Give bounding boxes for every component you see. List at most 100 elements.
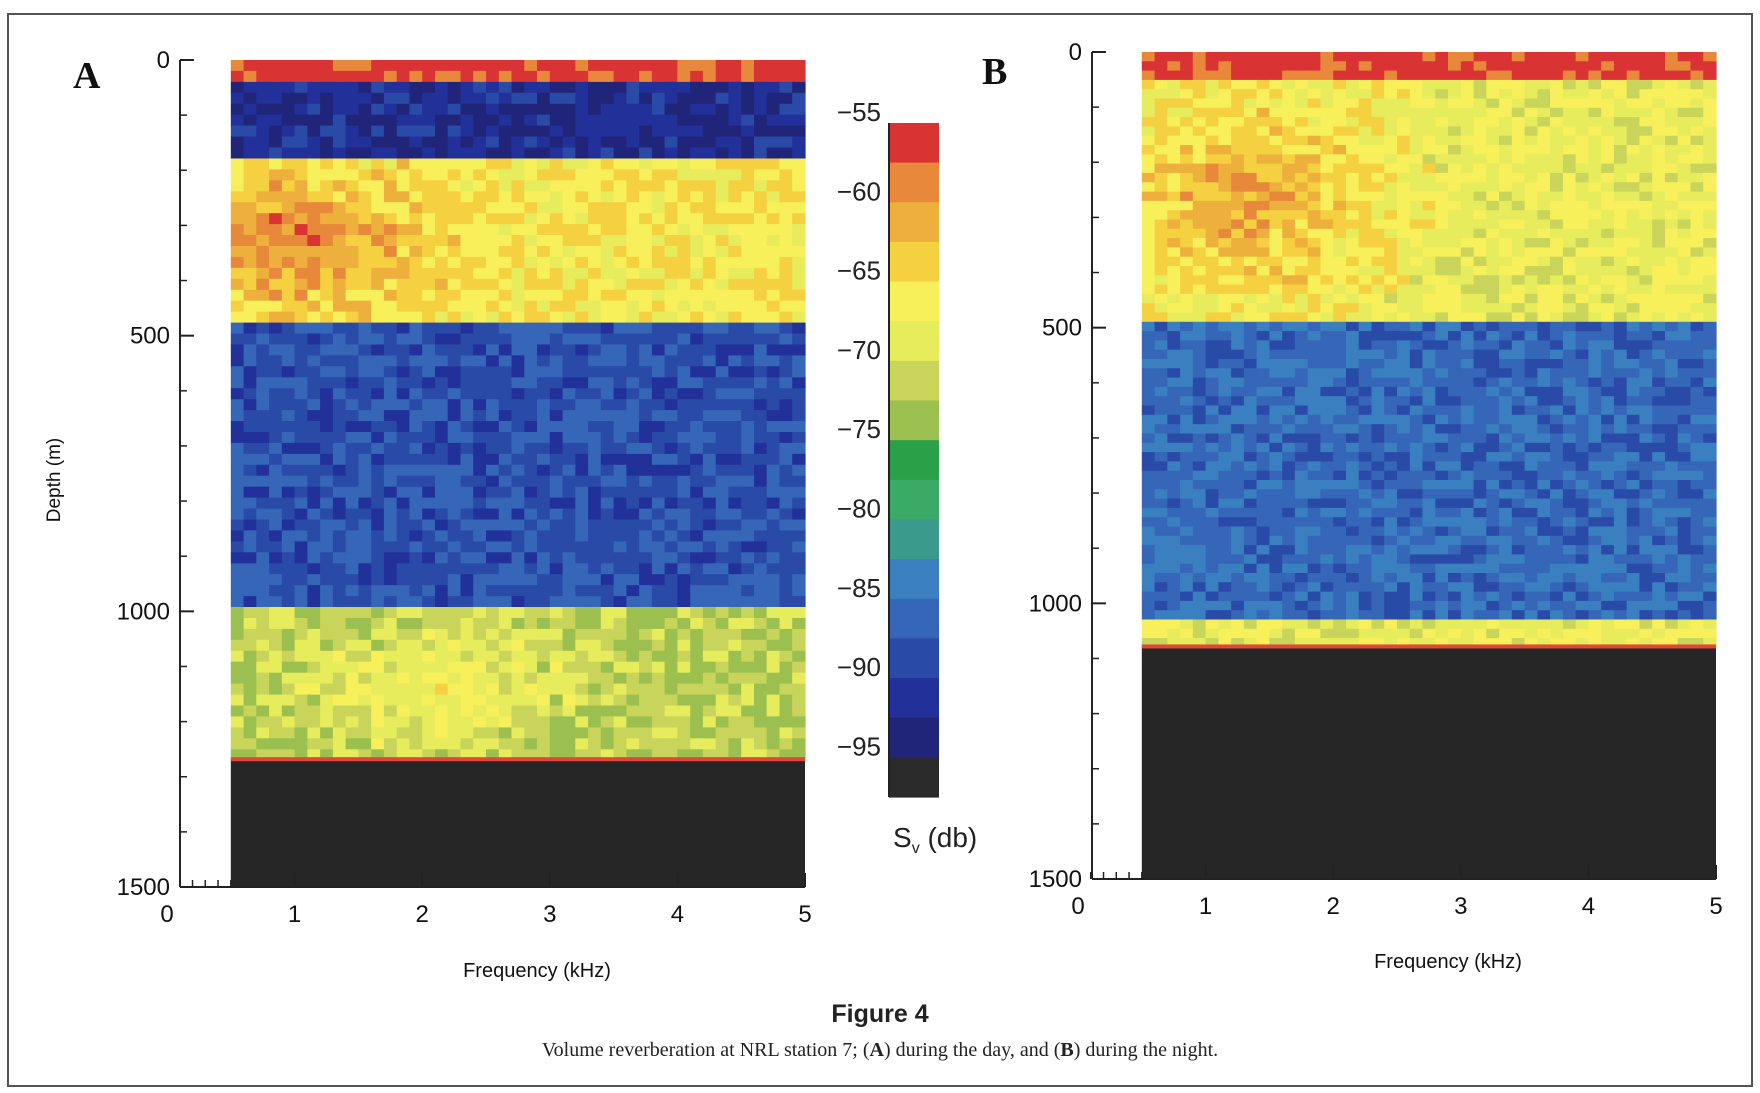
- heatmap-cell: [588, 727, 602, 739]
- heatmap-cell: [1588, 163, 1602, 174]
- heatmap-cell: [664, 421, 678, 433]
- heatmap-cell: [1333, 470, 1347, 481]
- heatmap-cell: [1333, 145, 1347, 155]
- heatmap-cell: [422, 683, 436, 696]
- heatmap-cell: [1626, 470, 1641, 481]
- frame-border: [7, 13, 1753, 1087]
- heatmap-cell: [1499, 414, 1513, 425]
- heatmap-cell: [371, 475, 385, 488]
- heatmap-cell: [1141, 424, 1156, 435]
- heatmap-cell: [613, 421, 627, 433]
- heatmap-cell: [575, 705, 589, 717]
- heatmap-cell: [269, 639, 283, 652]
- heatmap-cell: [460, 628, 474, 641]
- heatmap-cell: [447, 628, 462, 641]
- heatmap-cell: [396, 585, 411, 597]
- heatmap-cell: [1473, 266, 1487, 276]
- heatmap-cell: [626, 399, 640, 411]
- heatmap-cell: [1180, 210, 1194, 221]
- heatmap-cell: [358, 377, 372, 389]
- heatmap-cell: [1218, 470, 1232, 481]
- heatmap-cell: [1511, 135, 1526, 146]
- heatmap-cell: [396, 672, 411, 685]
- heatmap-cell: [511, 410, 525, 422]
- heatmap-cell: [741, 453, 755, 466]
- heatmap-cell: [1243, 79, 1258, 90]
- heatmap-cell: [651, 278, 666, 291]
- heatmap-cell: [1154, 433, 1168, 444]
- heatmap-cell: [473, 70, 487, 83]
- heatmap-cell: [626, 453, 640, 466]
- heatmap-cell: [1550, 349, 1564, 360]
- heatmap-cell: [396, 136, 411, 149]
- heatmap-cell: [1562, 238, 1577, 248]
- heatmap-cell: [243, 486, 257, 499]
- heatmap-cell: [1256, 377, 1270, 388]
- heatmap-cell: [588, 399, 602, 411]
- heatmap-cell: [1588, 321, 1602, 332]
- heatmap-cell: [741, 464, 755, 477]
- heatmap-cell: [345, 158, 359, 170]
- heatmap-cell: [1192, 247, 1207, 258]
- heatmap-cell: [1435, 349, 1449, 360]
- heatmap-cell: [1294, 275, 1309, 286]
- heatmap-cell: [1218, 61, 1232, 72]
- heatmap-cell: [473, 453, 487, 466]
- heatmap-cell: [269, 421, 283, 433]
- heatmap-cell: [1333, 135, 1347, 146]
- heatmap-cell: [1371, 228, 1385, 239]
- heatmap-cell: [1282, 386, 1296, 397]
- heatmap-cell: [1537, 405, 1551, 416]
- heatmap-cell: [779, 486, 793, 499]
- heatmap-cell: [1384, 377, 1398, 388]
- heatmap-cell: [498, 289, 513, 302]
- heatmap-cell: [371, 267, 385, 280]
- heatmap-cell: [256, 60, 270, 72]
- heatmap-cell: [524, 541, 538, 553]
- heatmap-cell: [320, 541, 334, 553]
- heatmap-cell: [1307, 368, 1322, 379]
- heatmap-cell: [613, 224, 627, 236]
- heatmap-cell: [396, 432, 411, 444]
- heatmap-cell: [1231, 442, 1245, 453]
- heatmap-cell: [1435, 182, 1449, 193]
- heatmap-cell: [1613, 135, 1628, 146]
- heatmap-cell: [1665, 70, 1679, 81]
- heatmap-cell: [269, 70, 283, 83]
- heatmap-cell: [1703, 210, 1717, 221]
- heatmap-cell: [651, 289, 666, 302]
- heatmap-cell: [1141, 386, 1156, 397]
- heatmap-cell: [792, 596, 806, 608]
- heatmap-cell: [1575, 154, 1589, 165]
- heatmap-cell: [741, 344, 755, 356]
- heatmap-cell: [1550, 182, 1564, 193]
- heatmap-cell: [396, 300, 411, 313]
- heatmap-cell: [1371, 442, 1385, 453]
- heatmap-cell: [1218, 452, 1232, 462]
- heatmap-cell: [549, 672, 564, 685]
- heatmap-cell: [1282, 377, 1296, 388]
- heatmap-cell: [307, 224, 321, 236]
- heatmap-cell: [626, 311, 640, 324]
- heatmap-cell: [728, 235, 742, 247]
- heatmap-cell: [1422, 433, 1436, 444]
- heatmap-cell: [1499, 228, 1513, 239]
- heatmap-cell: [473, 300, 487, 313]
- heatmap-cell: [486, 70, 500, 83]
- heatmap-cell: [702, 464, 717, 477]
- heatmap-cell: [1448, 452, 1462, 462]
- heatmap-cell: [1677, 396, 1692, 407]
- heatmap-cell: [1639, 98, 1653, 109]
- heatmap-cell: [294, 705, 308, 717]
- heatmap-cell: [549, 683, 564, 696]
- heatmap-cell: [345, 694, 359, 707]
- heatmap-cell: [230, 278, 245, 291]
- heatmap-cell: [1167, 89, 1181, 100]
- heatmap-cell: [613, 432, 627, 444]
- heatmap-cell: [1180, 107, 1194, 118]
- heatmap-cell: [600, 103, 615, 116]
- heatmap-cell: [792, 377, 806, 389]
- heatmap-cell: [702, 246, 717, 258]
- heatmap-cell: [702, 136, 717, 149]
- heatmap-cell: [575, 683, 589, 696]
